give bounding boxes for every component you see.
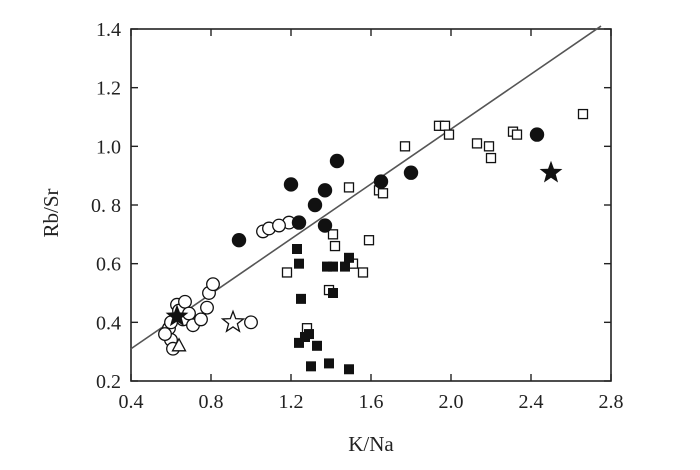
point-open-circle bbox=[194, 312, 208, 327]
point-open-square bbox=[363, 235, 375, 246]
point-filled-square bbox=[328, 261, 338, 272]
point-open-square bbox=[377, 188, 389, 199]
point-filled-square bbox=[328, 288, 338, 298]
point-open-circle bbox=[272, 218, 286, 233]
point-open-square bbox=[343, 182, 355, 193]
point-open-circle bbox=[244, 315, 258, 330]
point-open-square bbox=[281, 267, 293, 278]
point-filled-circle bbox=[317, 218, 333, 233]
x-tick-label: 2.4 bbox=[519, 391, 544, 413]
point-open-square bbox=[357, 267, 369, 278]
point-filled-circle bbox=[291, 215, 307, 230]
x-tick-label: 0.8 bbox=[199, 391, 224, 413]
x-tick-label: 2.0 bbox=[439, 391, 464, 413]
point-open-triangle bbox=[171, 337, 187, 352]
point-open-square bbox=[327, 229, 339, 240]
point-filled-square bbox=[306, 361, 316, 372]
y-tick-label: 1.4 bbox=[96, 19, 121, 41]
point-filled-square bbox=[322, 261, 332, 272]
y-tick-label: 0. 8 bbox=[91, 195, 121, 217]
point-open-square bbox=[443, 129, 455, 140]
y-tick-label: 0.4 bbox=[96, 312, 121, 334]
x-tick-label: 2.8 bbox=[599, 391, 624, 413]
point-filled-square bbox=[344, 252, 354, 263]
point-open-square bbox=[439, 120, 451, 131]
point-filled-circle bbox=[283, 177, 299, 192]
point-filled-circle bbox=[373, 174, 389, 189]
point-filled-circle bbox=[231, 233, 247, 248]
axis-ticks: 0.4 0.8 1.2 1.6 2.0 2.4 2.80.20.40.60. 81.01.2… bbox=[91, 19, 624, 413]
x-tick-label: 1.2 bbox=[279, 391, 304, 413]
point-filled-square bbox=[294, 337, 304, 348]
x-tick-label: 0.4 bbox=[119, 391, 144, 413]
x-axis-title: K/Na bbox=[348, 432, 394, 456]
trend-line bbox=[130, 25, 602, 350]
plot-frame bbox=[130, 28, 612, 382]
point-open-square bbox=[471, 138, 483, 149]
point-filled-circle bbox=[329, 153, 345, 169]
y-axis-title: Rb/Sr bbox=[39, 188, 63, 237]
point-filled-circle bbox=[307, 197, 323, 213]
point-open-circle bbox=[178, 294, 192, 309]
point-filled-square bbox=[294, 258, 304, 269]
point-open-square bbox=[511, 129, 523, 140]
point-filled-square bbox=[324, 358, 334, 369]
point-filled-square bbox=[344, 364, 354, 375]
point-filled-circle bbox=[317, 183, 333, 198]
point-filled-circle bbox=[403, 165, 419, 180]
point-open-square bbox=[329, 240, 341, 252]
point-filled-square bbox=[340, 261, 350, 272]
y-tick-label: 0.2 bbox=[96, 371, 121, 393]
point-filled-star bbox=[165, 304, 189, 327]
point-filled-square bbox=[292, 244, 302, 254]
y-tick-label: 1.2 bbox=[96, 78, 121, 100]
plot-border bbox=[130, 28, 612, 382]
point-open-circle bbox=[206, 277, 220, 292]
point-filled-star bbox=[539, 160, 563, 183]
point-filled-circle bbox=[529, 127, 545, 142]
x-tick-label: 1.6 bbox=[359, 391, 384, 413]
point-filled-square bbox=[312, 340, 322, 351]
y-tick-label: 1.0 bbox=[96, 136, 121, 158]
point-open-star bbox=[220, 309, 246, 333]
point-open-circle bbox=[200, 300, 214, 315]
point-open-square bbox=[483, 141, 495, 152]
y-tick-label: 0.6 bbox=[96, 254, 121, 276]
data-points bbox=[158, 108, 589, 375]
point-open-square bbox=[399, 141, 411, 152]
point-filled-square bbox=[304, 329, 314, 340]
point-open-square bbox=[485, 152, 497, 164]
trend-line-layer bbox=[130, 25, 602, 350]
point-filled-square bbox=[296, 293, 306, 304]
point-open-circle bbox=[158, 327, 172, 342]
point-open-square bbox=[577, 108, 589, 120]
